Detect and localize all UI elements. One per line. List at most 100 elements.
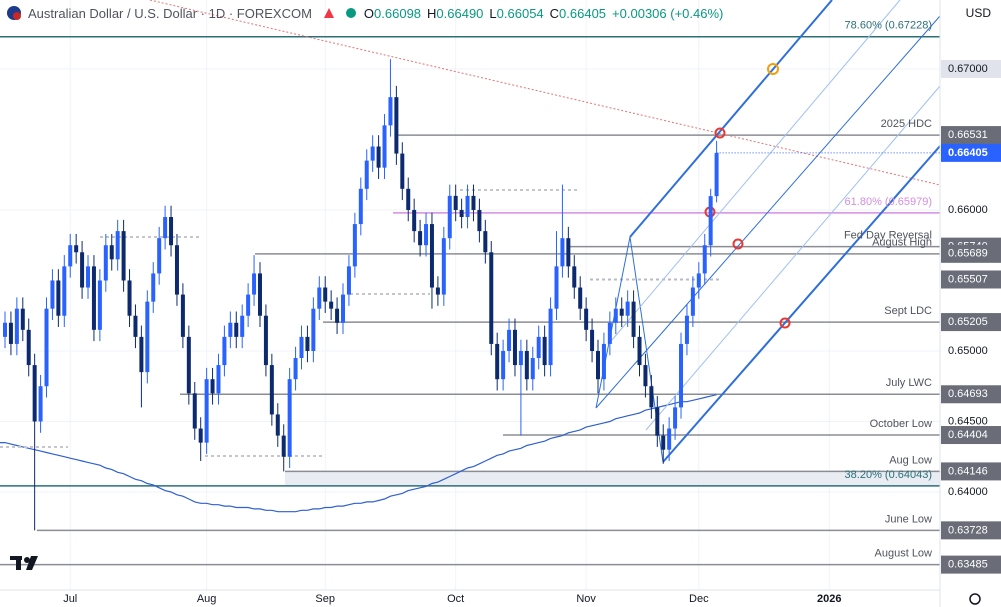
marker xyxy=(714,127,726,139)
x-tick-label: Jul xyxy=(63,593,77,605)
pitchfork-tine xyxy=(629,0,833,238)
candle-body xyxy=(429,224,434,288)
candle-body xyxy=(109,245,114,260)
settings-icon[interactable] xyxy=(969,593,981,605)
candle-body xyxy=(192,393,197,429)
level-price-box xyxy=(941,426,1001,445)
candle-body xyxy=(631,301,636,337)
candle-body xyxy=(447,195,452,239)
candle-body xyxy=(299,336,304,359)
level-price-box xyxy=(941,555,1001,574)
candle-body xyxy=(418,231,423,246)
candle-body xyxy=(524,350,529,380)
candle-body xyxy=(714,152,719,197)
candle-body xyxy=(174,245,179,295)
trendline xyxy=(149,0,941,186)
candle-body xyxy=(38,386,43,422)
level-price: 0.63728 xyxy=(948,524,988,536)
candle-body xyxy=(412,209,417,232)
level-label: Sept LDC xyxy=(884,305,932,317)
candle-body xyxy=(625,301,630,316)
candle-body xyxy=(8,322,13,344)
candle-body xyxy=(364,160,369,189)
candle-body xyxy=(14,308,19,344)
candle-body xyxy=(424,224,429,246)
level-price: 0.65205 xyxy=(948,316,988,328)
candle-body xyxy=(388,97,393,126)
candle-body xyxy=(311,308,316,351)
x-tick-label: Aug xyxy=(197,593,217,605)
level-price: 0.64404 xyxy=(948,429,988,441)
level-price: 0.66531 xyxy=(948,129,988,141)
candle-body xyxy=(222,336,227,366)
candle-body xyxy=(263,315,268,366)
candle-body xyxy=(465,195,470,218)
status-dot xyxy=(345,8,356,18)
level-label: June Low xyxy=(885,513,932,525)
currency[interactable]: USD xyxy=(965,6,991,20)
x-tick-label: Oct xyxy=(447,593,464,605)
level-label: Fed Day Reversal xyxy=(844,230,932,242)
level-price: 0.64693 xyxy=(948,388,988,400)
ohlc-value: 0.66405 xyxy=(559,5,607,21)
candle-body xyxy=(643,365,648,387)
candle-body xyxy=(275,414,280,436)
candle-body xyxy=(115,231,120,260)
candle-body xyxy=(240,315,245,337)
candle-body xyxy=(139,336,144,373)
candle-body xyxy=(590,329,595,351)
candle-body xyxy=(80,252,85,288)
candle-body xyxy=(198,428,203,443)
candle-body xyxy=(281,435,286,457)
candle-body xyxy=(352,224,357,267)
candle-body xyxy=(483,231,488,253)
candle-body xyxy=(103,245,108,281)
last-price-box xyxy=(941,143,1001,162)
candle-body xyxy=(690,287,695,316)
candle-body xyxy=(370,146,375,161)
level-price: 0.65689 xyxy=(948,248,988,260)
candle-body xyxy=(684,315,689,344)
candle-body xyxy=(97,280,102,330)
level-label: Aug Low xyxy=(889,454,932,466)
candle-body xyxy=(210,379,215,394)
candle-body xyxy=(435,287,440,295)
logo-part xyxy=(16,556,21,570)
level-price-box xyxy=(941,270,1001,289)
background-layer xyxy=(0,0,940,590)
candle-body xyxy=(62,266,67,316)
candle-body xyxy=(257,273,262,316)
candle-body xyxy=(518,350,523,366)
candle-body xyxy=(607,322,612,344)
candle-body xyxy=(702,245,707,274)
y-tick-label: 0.66000 xyxy=(948,204,988,216)
pitchfork-median xyxy=(595,15,941,409)
level-price-box xyxy=(941,313,1001,332)
ohlc-value: 0.66054 xyxy=(496,5,544,21)
candle-body xyxy=(341,294,346,323)
x-tick-label: Dec xyxy=(689,593,709,605)
level-price: 0.63485 xyxy=(948,559,988,571)
level-label: August High xyxy=(872,237,932,249)
candle-body xyxy=(204,379,209,443)
candle-body xyxy=(133,315,138,337)
last-price: 0.66405 xyxy=(948,147,988,159)
candle-body xyxy=(667,428,672,450)
candle-body xyxy=(323,287,328,302)
marker xyxy=(732,238,744,250)
candle-body xyxy=(68,245,73,267)
alert-icon[interactable] xyxy=(322,6,336,20)
x-tick-label: Sep xyxy=(315,593,335,605)
candle-body xyxy=(596,350,600,380)
marker xyxy=(767,63,779,75)
candle-body xyxy=(696,273,701,288)
candle-body xyxy=(91,266,96,330)
candle-body xyxy=(530,358,535,380)
candle-body xyxy=(346,266,351,295)
candle-body xyxy=(459,209,464,218)
candle-body xyxy=(358,188,363,225)
ohlc-values: O0.66098 H0.66490 L0.66054 C0.66405 xyxy=(358,6,606,21)
symbol-title: Australian Dollar / U.S. Dollar · 1D · F… xyxy=(28,5,312,21)
candle-body xyxy=(512,329,517,366)
